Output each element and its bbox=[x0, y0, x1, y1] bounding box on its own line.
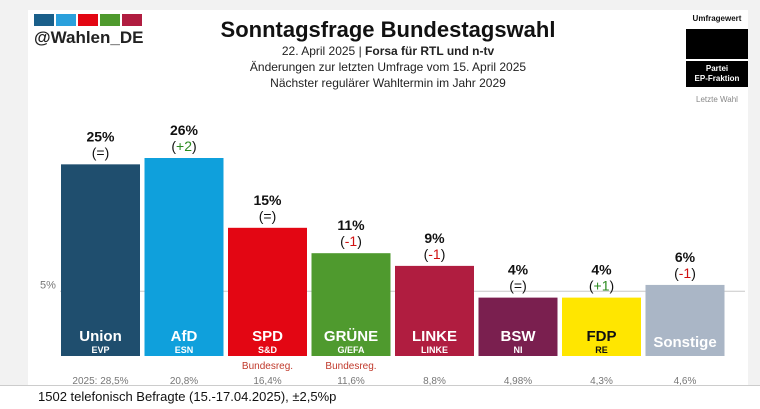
subtitle-date-line: 22. April 2025 | Forsa für RTL und n-tv bbox=[281, 44, 495, 58]
party-box-1 bbox=[144, 323, 224, 356]
change-label-1: (+2) bbox=[171, 138, 196, 154]
value-label-7: 6% bbox=[675, 249, 696, 265]
poll-date: 22. April 2025 bbox=[281, 44, 356, 58]
ep-fraction-6: RE bbox=[595, 345, 608, 355]
change-label-5: (=) bbox=[509, 278, 527, 294]
brand-handle: @Wahlen_DE bbox=[34, 28, 144, 47]
value-label-1: 26% bbox=[170, 122, 199, 138]
last-election-0: 2025: 28,5% bbox=[72, 376, 128, 387]
change-label-3: (-1) bbox=[340, 233, 362, 249]
ep-fraction-4: LINKE bbox=[421, 345, 448, 355]
last-election-2: 16,4% bbox=[253, 376, 281, 387]
chart-title: Sonntagsfrage Bundestagswahl bbox=[220, 17, 556, 42]
party-name-7: Sonstige bbox=[653, 334, 716, 351]
bar-5 bbox=[478, 297, 558, 323]
change-note: Änderungen zur letzten Umfrage vom 15. A… bbox=[249, 60, 527, 74]
value-label-0: 25% bbox=[86, 128, 115, 144]
ep-fraction-3: G/EFA bbox=[337, 345, 365, 355]
party-name-5: BSW bbox=[501, 328, 537, 345]
legend-value-label: Umfragewert bbox=[692, 14, 742, 23]
gov-note-2: Bundesreg. bbox=[242, 361, 293, 372]
last-election-5: 4,98% bbox=[504, 376, 532, 387]
party-name-6: FDP bbox=[587, 328, 617, 345]
value-label-6: 4% bbox=[591, 262, 612, 278]
change-label-0: (=) bbox=[92, 144, 110, 160]
value-label-4: 9% bbox=[424, 230, 445, 246]
legend-party-label: Partei bbox=[705, 64, 729, 73]
bar-7 bbox=[645, 284, 725, 323]
party-box-7 bbox=[645, 323, 725, 356]
party-box-5 bbox=[478, 323, 558, 356]
bar-0 bbox=[61, 164, 140, 323]
party-name-3: GRÜNE bbox=[324, 328, 378, 345]
legend-bar-swatch bbox=[686, 29, 748, 59]
stripe-4 bbox=[100, 14, 120, 26]
ep-fraction-1: ESN bbox=[175, 345, 194, 355]
last-election-1: 20,8% bbox=[170, 376, 198, 387]
ep-fraction-5: NI bbox=[514, 345, 523, 355]
legend-fraction-label: EP-Fraktion bbox=[694, 74, 740, 83]
change-label-7: (-1) bbox=[674, 265, 696, 281]
stripe-3 bbox=[78, 14, 98, 26]
stripe-1 bbox=[34, 14, 54, 26]
ep-fraction-2: S&D bbox=[258, 345, 278, 355]
brand-color-stripe bbox=[34, 14, 142, 26]
change-label-4: (-1) bbox=[424, 246, 446, 262]
stripe-5 bbox=[122, 14, 142, 26]
party-box-4 bbox=[395, 323, 474, 356]
footer-note: 1502 telefonisch Befragte (15.-17.04.202… bbox=[0, 385, 760, 409]
party-box-6 bbox=[562, 323, 641, 356]
last-election-7: 4,6% bbox=[674, 376, 697, 387]
bar-6 bbox=[562, 297, 641, 323]
party-name-1: AfD bbox=[171, 328, 198, 345]
party-box-0 bbox=[61, 323, 140, 356]
party-box-3 bbox=[311, 323, 391, 356]
bar-1 bbox=[144, 158, 224, 323]
party-name-2: SPD bbox=[252, 328, 283, 345]
last-election-6: 4,3% bbox=[590, 376, 613, 387]
party-box-2 bbox=[228, 323, 307, 356]
legend-party-box: Partei EP-Fraktion bbox=[686, 61, 748, 87]
legend: Umfragewert Partei EP-Fraktion Letzte Wa… bbox=[686, 14, 748, 104]
legend-last-label: Letzte Wahl bbox=[696, 95, 738, 104]
ep-fraction-0: EVP bbox=[91, 345, 109, 355]
threshold-label: 5% bbox=[40, 279, 56, 291]
next-election-note: Nächster regulärer Wahltermin im Jahr 20… bbox=[270, 76, 506, 90]
change-label-6: (+1) bbox=[589, 278, 614, 294]
party-name-4: LINKE bbox=[412, 328, 457, 345]
value-label-2: 15% bbox=[253, 192, 282, 208]
bar-2 bbox=[228, 227, 307, 323]
value-label-5: 4% bbox=[508, 262, 529, 278]
change-label-2: (=) bbox=[259, 208, 277, 224]
pollster: Forsa für RTL und n-tv bbox=[365, 44, 495, 58]
stripe-2 bbox=[56, 14, 76, 26]
value-label-3: 11% bbox=[337, 217, 365, 233]
bar-4 bbox=[395, 265, 474, 323]
last-election-3: 11,6% bbox=[337, 376, 365, 387]
gov-note-3: Bundesreg. bbox=[325, 361, 376, 372]
last-election-4: 8,8% bbox=[423, 376, 446, 387]
party-name-0: Union bbox=[79, 328, 122, 345]
bar-3 bbox=[311, 253, 391, 323]
